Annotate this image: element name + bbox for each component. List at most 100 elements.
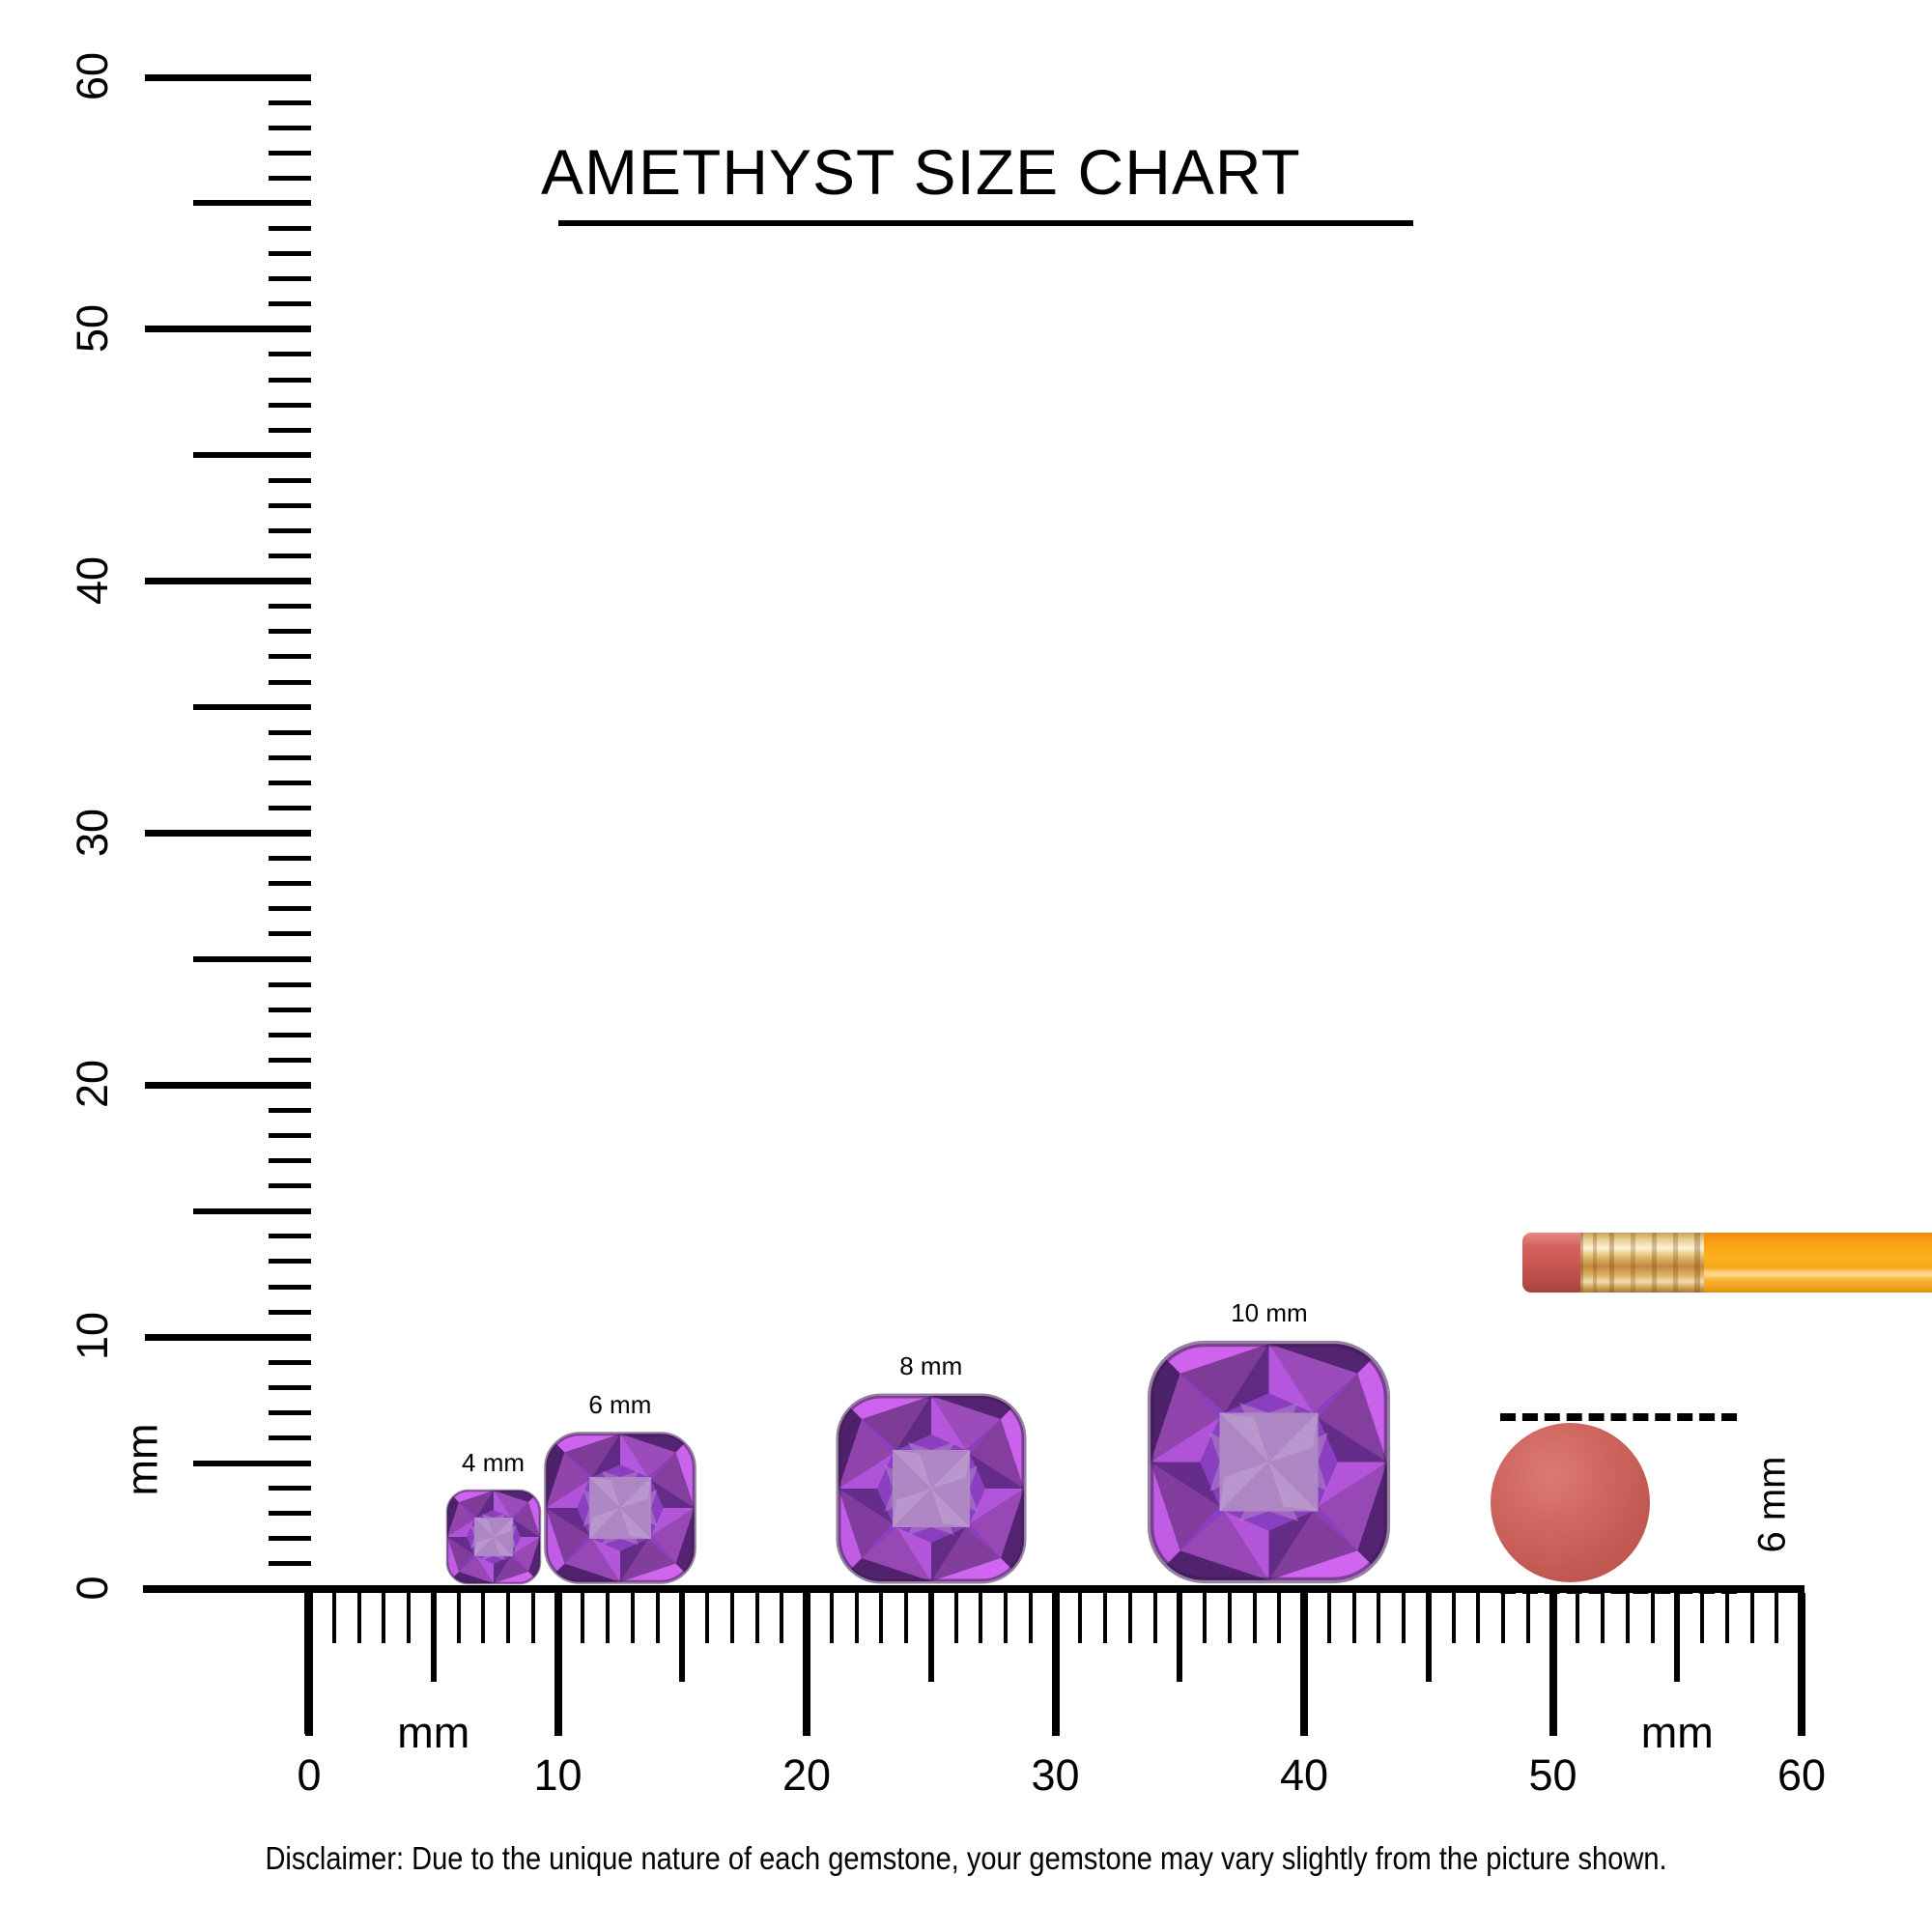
vruler-tick-17mm xyxy=(269,1158,311,1164)
gem-image-8mm xyxy=(835,1392,1028,1590)
cushion-cut-amethyst-icon xyxy=(445,1489,541,1585)
vruler-tick-42mm xyxy=(269,528,311,533)
hruler-tick-19mm xyxy=(780,1593,784,1643)
vruler-tick-3mm xyxy=(269,1511,311,1517)
hruler-tick-58mm xyxy=(1749,1593,1754,1643)
hruler-tick-42mm xyxy=(1351,1593,1356,1643)
vruler-tick-48mm xyxy=(269,377,311,383)
vruler-tick-56mm xyxy=(269,175,311,181)
vruler-tick-24mm xyxy=(269,981,311,987)
hruler-tick-46mm xyxy=(1451,1593,1456,1643)
hruler-tick-27mm xyxy=(979,1593,983,1643)
vruler-tick-15mm xyxy=(193,1208,311,1214)
pencil-eraser xyxy=(1522,1233,1582,1293)
pencil xyxy=(1522,1233,1932,1293)
hruler-tick-48mm xyxy=(1501,1593,1505,1643)
hruler-tick-15mm xyxy=(679,1593,686,1682)
hruler-label-20: 20 xyxy=(781,1750,832,1800)
vruler-tick-14mm xyxy=(269,1234,311,1239)
hruler-tick-55mm xyxy=(1674,1593,1681,1682)
hruler-label-0: 0 xyxy=(297,1750,322,1800)
hruler-tick-49mm xyxy=(1525,1593,1530,1643)
vruler-tick-60mm xyxy=(145,73,311,81)
hruler-tick-20mm xyxy=(803,1593,810,1736)
vruler-tick-41mm xyxy=(269,554,311,559)
gem-label-8mm: 8 mm xyxy=(899,1351,963,1380)
hruler-tick-36mm xyxy=(1203,1593,1207,1643)
hruler-tick-41mm xyxy=(1326,1593,1331,1643)
cushion-cut-amethyst-icon xyxy=(544,1432,696,1584)
gem-8mm[interactable]: 8 mm xyxy=(835,1351,1028,1585)
vruler-tick-46mm xyxy=(269,427,311,433)
hruler-tick-34mm xyxy=(1152,1593,1157,1643)
vruler-tick-44mm xyxy=(269,477,311,483)
vruler-tick-28mm xyxy=(269,881,311,887)
hruler-label-60: 60 xyxy=(1776,1750,1827,1800)
vruler-label-10: 10 xyxy=(68,1312,117,1361)
hruler-tick-38mm xyxy=(1252,1593,1257,1643)
hruler-tick-21mm xyxy=(829,1593,834,1643)
hruler-tick-17mm xyxy=(729,1593,734,1643)
vruler-tick-6mm xyxy=(269,1435,311,1440)
vruler-tick-54mm xyxy=(269,226,311,231)
vruler-tick-55mm xyxy=(193,200,311,207)
vruler-label-40: 40 xyxy=(68,555,117,605)
hruler-tick-24mm xyxy=(904,1593,908,1643)
vruler-tick-49mm xyxy=(269,352,311,357)
vruler-tick-20mm xyxy=(145,1081,311,1089)
hruler-tick-51mm xyxy=(1576,1593,1580,1643)
vruler-tick-7mm xyxy=(269,1409,311,1415)
gem-6mm[interactable]: 6 mm xyxy=(543,1390,697,1585)
gem-image-10mm xyxy=(1146,1339,1392,1590)
vruler-tick-34mm xyxy=(269,729,311,735)
hruler-tick-11mm xyxy=(581,1593,585,1643)
vruler-tick-12mm xyxy=(269,1284,311,1290)
vruler-tick-45mm xyxy=(193,452,311,459)
vruler-tick-11mm xyxy=(269,1309,311,1315)
hruler-tick-22mm xyxy=(854,1593,859,1643)
pencil-body xyxy=(1704,1233,1932,1293)
vruler-tick-38mm xyxy=(269,629,311,635)
vruler-tick-18mm xyxy=(269,1133,311,1138)
vruler-tick-37mm xyxy=(269,654,311,660)
hruler-label-40: 40 xyxy=(1279,1750,1329,1800)
vruler-tick-57mm xyxy=(269,150,311,156)
horizontal-axis-label-right: mm xyxy=(1640,1708,1714,1757)
page-title: AMETHYST SIZE CHART xyxy=(541,136,1301,208)
vruler-tick-1mm xyxy=(269,1561,311,1567)
vruler-tick-10mm xyxy=(145,1333,311,1341)
vruler-tick-53mm xyxy=(269,251,311,257)
gem-10mm[interactable]: 10 mm xyxy=(1146,1298,1392,1585)
hruler-tick-5mm xyxy=(430,1593,437,1682)
gem-4mm[interactable]: 4 mm xyxy=(445,1448,542,1585)
vruler-tick-32mm xyxy=(269,780,311,785)
vruler-tick-58mm xyxy=(269,125,311,130)
hruler-tick-57mm xyxy=(1724,1593,1729,1643)
vruler-tick-50mm xyxy=(145,326,311,333)
vruler-tick-27mm xyxy=(269,906,311,912)
vruler-tick-59mm xyxy=(269,99,311,105)
vruler-label-60: 60 xyxy=(68,51,117,101)
hruler-tick-14mm xyxy=(655,1593,660,1643)
gem-label-10mm: 10 mm xyxy=(1231,1298,1308,1327)
hruler-tick-8mm xyxy=(506,1593,510,1643)
vruler-tick-52mm xyxy=(269,276,311,282)
hruler-tick-12mm xyxy=(606,1593,610,1643)
hruler-tick-32mm xyxy=(1103,1593,1107,1643)
hruler-tick-54mm xyxy=(1650,1593,1655,1643)
vruler-tick-8mm xyxy=(269,1384,311,1390)
hruler-tick-26mm xyxy=(953,1593,958,1643)
vruler-tick-29mm xyxy=(269,856,311,862)
hruler-tick-13mm xyxy=(630,1593,635,1643)
vruler-tick-13mm xyxy=(269,1259,311,1264)
vruler-tick-26mm xyxy=(269,931,311,937)
hruler-tick-10mm xyxy=(554,1593,562,1736)
vruler-tick-5mm xyxy=(193,1460,311,1466)
hruler-tick-29mm xyxy=(1028,1593,1033,1643)
hruler-tick-53mm xyxy=(1625,1593,1630,1643)
vruler-label-20: 20 xyxy=(68,1060,117,1109)
hruler-tick-43mm xyxy=(1377,1593,1381,1643)
vruler-tick-33mm xyxy=(269,754,311,760)
cushion-cut-amethyst-icon xyxy=(836,1393,1027,1584)
hruler-tick-2mm xyxy=(356,1593,361,1643)
